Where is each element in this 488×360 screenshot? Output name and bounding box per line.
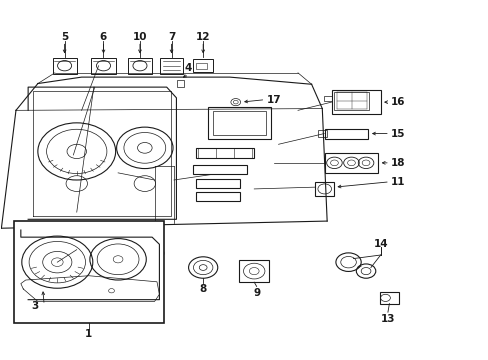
Text: 8: 8 [199,284,206,294]
Text: 11: 11 [389,177,404,187]
Bar [196,192,239,201]
Bar [239,260,269,282]
Text: 18: 18 [389,158,404,168]
Bar [196,148,254,158]
Text: 6: 6 [100,32,107,42]
Text: 4: 4 [184,63,192,73]
Text: 17: 17 [266,95,281,105]
Bar [196,179,239,188]
Text: 3: 3 [31,301,38,311]
Text: 14: 14 [372,239,387,249]
Bar [160,58,183,73]
Bar [379,292,398,303]
Bar [333,93,368,110]
Bar [193,165,246,174]
Bar [315,182,333,196]
Bar [53,58,77,74]
Bar [193,59,213,72]
Bar [324,153,377,173]
Text: 12: 12 [196,32,210,42]
Text: 9: 9 [253,288,260,298]
Text: 7: 7 [167,32,175,42]
Text: 10: 10 [132,32,147,42]
Bar [331,90,380,114]
Bar [324,129,368,139]
Text: 16: 16 [389,97,404,107]
Text: 1: 1 [85,329,92,339]
Bar [91,58,115,74]
Bar [317,130,326,137]
Bar [14,221,164,323]
Bar [177,80,183,87]
Bar [128,58,152,74]
Bar [207,107,271,139]
Bar [196,63,206,68]
Bar [324,96,331,101]
Bar [212,111,266,135]
Text: 13: 13 [380,314,394,324]
Text: 5: 5 [61,32,68,42]
Text: 15: 15 [389,129,404,139]
Text: 2: 2 [151,267,158,278]
